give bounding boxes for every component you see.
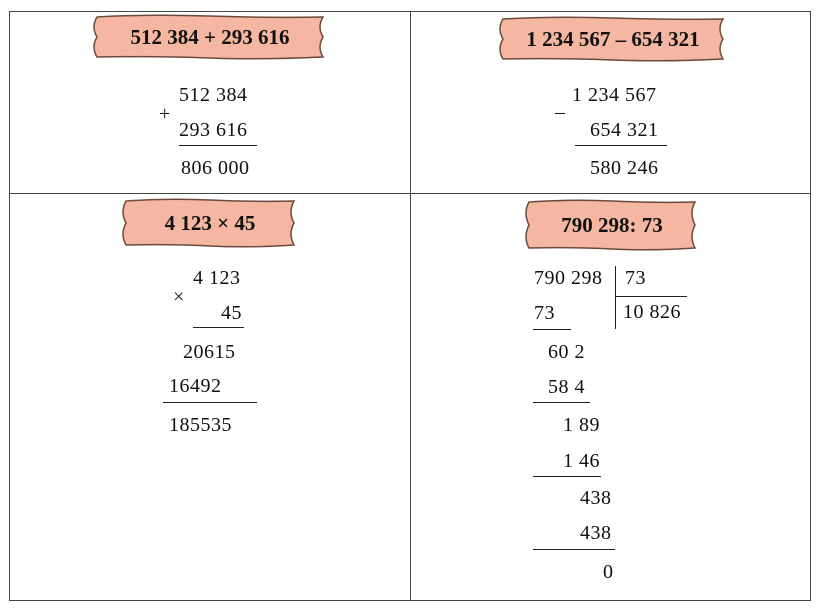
addition-operator: + xyxy=(159,103,171,125)
division-rule-4 xyxy=(533,549,615,550)
multiplication-partial1: 20615 xyxy=(183,341,236,363)
multiplication-result: 185535 xyxy=(169,414,232,436)
division-rule-2 xyxy=(533,402,590,403)
division-step-2: 60 2 xyxy=(548,341,585,363)
addition-operand2: 293 616 xyxy=(179,119,248,141)
addition-title: 512 384 + 293 616 xyxy=(130,24,290,49)
multiplication-partial2: 16492 xyxy=(169,375,222,397)
subtraction-rule xyxy=(575,145,667,146)
multiplication-title: 4 123 × 45 xyxy=(164,210,256,235)
subtraction-operand2: 654 321 xyxy=(590,119,659,141)
division-step-6: 438 xyxy=(580,487,612,509)
subtraction-operand1: 1 234 567 xyxy=(572,84,657,106)
division-rule-3 xyxy=(533,476,601,477)
column-divider xyxy=(410,11,411,601)
division-bracket-horizontal xyxy=(615,296,687,297)
banner-shape xyxy=(499,16,725,62)
multiplication-rule-2 xyxy=(163,402,257,403)
multiplication-banner: 4 123 × 45 xyxy=(118,198,302,248)
addition-result: 806 000 xyxy=(181,157,250,179)
subtraction-result: 580 246 xyxy=(590,157,659,179)
division-step-4: 1 89 xyxy=(563,414,600,436)
division-bracket-vertical xyxy=(615,266,616,329)
multiplication-operand1: 4 123 xyxy=(193,267,241,289)
division-step-5: 1 46 xyxy=(563,450,600,472)
division-dividend: 790 298 xyxy=(534,267,603,289)
addition-banner: 512 384 + 293 616 xyxy=(89,14,331,60)
division-divisor: 73 xyxy=(625,267,646,289)
division-step-1: 73 xyxy=(534,302,555,324)
subtraction-operator: – xyxy=(555,101,566,123)
addition-rule xyxy=(179,145,257,146)
division-step-7: 438 xyxy=(580,522,612,544)
division-banner: 790 298: 73 xyxy=(521,199,703,251)
subtraction-title: 1 234 567 – 654 321 xyxy=(526,26,700,51)
multiplication-rule-1 xyxy=(193,327,244,328)
row-divider xyxy=(9,193,811,194)
banner-shape xyxy=(93,14,325,60)
addition-operand1: 512 384 xyxy=(179,84,248,106)
division-remainder: 0 xyxy=(603,561,614,583)
subtraction-banner: 1 234 567 – 654 321 xyxy=(495,16,731,62)
banner-shape xyxy=(122,198,296,248)
multiplication-operator: × xyxy=(173,286,185,308)
division-step-3: 58 4 xyxy=(548,376,585,398)
division-title: 790 298: 73 xyxy=(561,212,663,237)
division-quotient: 10 826 xyxy=(623,301,681,323)
multiplication-operand2: 45 xyxy=(221,302,242,324)
division-rule-1 xyxy=(533,329,571,330)
banner-shape xyxy=(525,199,697,251)
